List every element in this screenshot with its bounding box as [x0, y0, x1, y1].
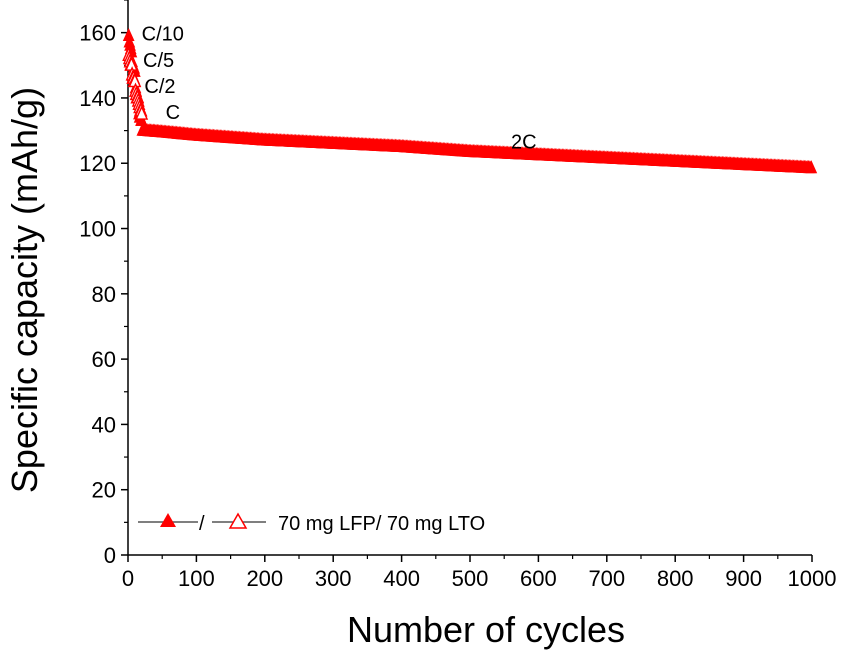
y-tick-label: 140: [79, 86, 116, 111]
y-axis-ticks: 0 20 40 60 80 100 120 140 160: [79, 0, 128, 568]
x-tick-label: 900: [725, 566, 762, 591]
rate-label: C/10: [142, 24, 184, 46]
legend-label: 70 mg LFP/ 70 mg LTO: [278, 513, 485, 535]
y-tick-label: 100: [79, 217, 116, 242]
x-tick-label: 500: [452, 566, 489, 591]
series-filled-triangle: [122, 27, 818, 174]
x-axis-ticks: 0 100 200 300 400 500 600 700 800 900 1000: [122, 555, 837, 591]
y-tick-label: 160: [79, 21, 116, 46]
rate-label: 2C: [511, 131, 537, 153]
x-tick-label: 0: [122, 566, 134, 591]
legend: / 70 mg LFP/ 70 mg LTO: [138, 512, 485, 535]
annotations: C/10 C/5 C/2 C 2C: [142, 24, 537, 154]
series-layer: [122, 27, 818, 174]
rate-label: C/5: [143, 50, 174, 72]
legend-marker-open: [228, 512, 248, 529]
y-axis-title: Specific capacity (mAh/g): [4, 87, 45, 493]
x-axis-title: Number of cycles: [347, 609, 625, 650]
data-point: [135, 105, 149, 120]
x-tick-label: 300: [315, 566, 352, 591]
rate-label: C: [166, 102, 180, 124]
data-point: [805, 160, 818, 174]
series-open-triangle: [122, 46, 149, 120]
y-tick-label: 40: [92, 412, 116, 437]
legend-marker-filled: [160, 513, 176, 527]
y-tick-label: 60: [92, 347, 116, 372]
y-tick-label: 120: [79, 151, 116, 176]
x-tick-label: 100: [178, 566, 215, 591]
plot-frame: [127, 0, 812, 556]
x-tick-label: 200: [246, 566, 283, 591]
y-tick-label: 0: [104, 543, 116, 568]
y-tick-label: 80: [92, 282, 116, 307]
rate-label: C/2: [144, 76, 175, 98]
legend-separator: /: [199, 513, 205, 535]
x-tick-label: 700: [588, 566, 625, 591]
x-tick-label: 600: [520, 566, 557, 591]
y-tick-label: 20: [92, 478, 116, 503]
x-tick-label: 400: [383, 566, 420, 591]
x-tick-label: 1000: [788, 566, 837, 591]
x-tick-label: 800: [657, 566, 694, 591]
